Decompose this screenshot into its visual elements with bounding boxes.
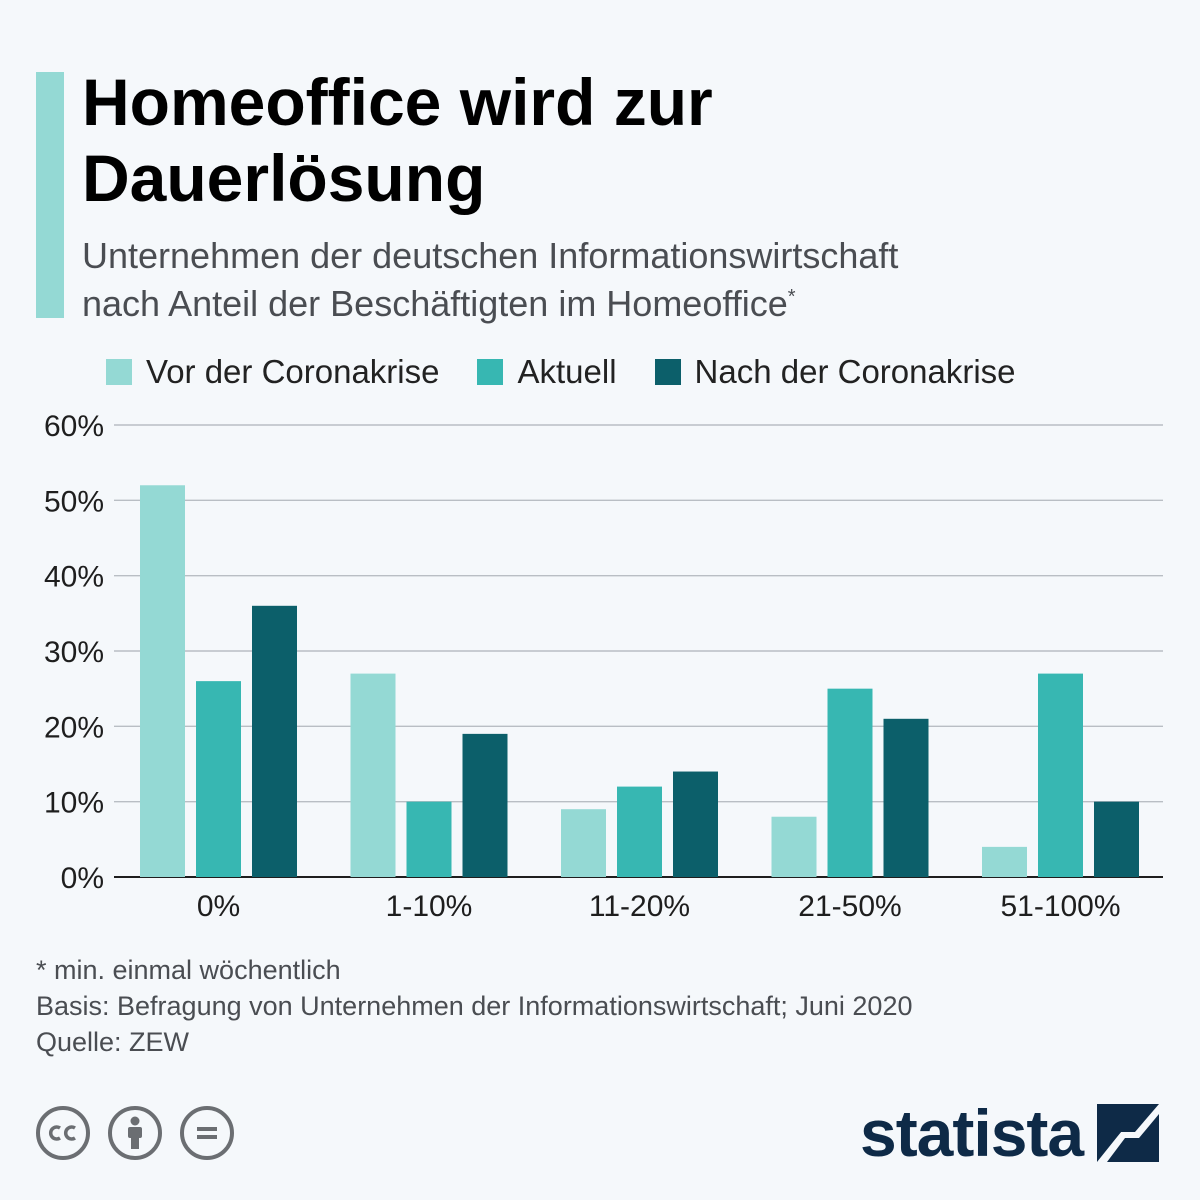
bar xyxy=(561,809,606,877)
title-line-2: Dauerlösung xyxy=(82,141,486,215)
chart-title: Homeoffice wird zur Dauerlösung xyxy=(82,64,1162,216)
basis-note: Basis: Befragung von Unternehmen der Inf… xyxy=(36,991,913,1021)
x-tick-label: 21-50% xyxy=(798,890,901,923)
statista-mark-icon xyxy=(1097,1104,1160,1162)
statista-logo[interactable]: statista xyxy=(860,1096,1160,1170)
bar xyxy=(617,786,662,877)
title-accent-bar xyxy=(36,72,64,318)
bars xyxy=(140,485,1139,877)
footnote: * min. einmal wöchentlich xyxy=(36,955,341,985)
cc-icon[interactable] xyxy=(36,1106,90,1160)
cc-glyph xyxy=(49,1125,76,1141)
chart-subtitle: Unternehmen der deutschen Informationswi… xyxy=(82,232,1162,328)
equals-icon[interactable] xyxy=(180,1106,234,1160)
x-tick-label: 11-20% xyxy=(589,890,690,923)
bar xyxy=(827,688,873,877)
legend-swatch-vor xyxy=(106,359,132,385)
equals-glyph xyxy=(197,1127,217,1139)
bar xyxy=(406,801,452,877)
legend-label-aktuell: Aktuell xyxy=(517,353,617,390)
y-tick-label: 0% xyxy=(61,862,104,895)
bar xyxy=(350,673,396,877)
bar xyxy=(196,681,241,877)
x-axis-ticks: 0% 1-10% 11-20% 21-50% 51-100% xyxy=(197,890,1121,923)
x-tick-label: 1-10% xyxy=(386,890,473,923)
subtitle-line-2: nach Anteil der Beschäftigten im Homeoff… xyxy=(82,283,788,324)
y-tick-label: 30% xyxy=(44,636,104,669)
license-icons xyxy=(36,1106,252,1160)
legend-swatch-aktuell xyxy=(477,359,504,385)
bar xyxy=(1094,801,1139,877)
bar xyxy=(252,605,297,877)
bar xyxy=(771,816,817,877)
chart-notes: * min. einmal wöchentlich Basis: Befragu… xyxy=(36,952,912,1060)
bar xyxy=(883,718,929,877)
legend-label-vor: Vor der Coronakrise xyxy=(146,353,440,390)
bar xyxy=(673,771,718,877)
bar-chart: 0% 10% 20% 30% 40% 50% 60% 0% 1-10% 11-20% 21-50%… xyxy=(44,410,1163,923)
title-line-1: Homeoffice wird zur xyxy=(82,65,713,139)
legend-item-vor: Vor der Coronakrise xyxy=(106,353,439,391)
y-tick-label: 20% xyxy=(44,711,104,744)
legend-item-aktuell: Aktuell xyxy=(477,353,617,391)
legend: Vor der Coronakrise Aktuell Nach der Cor… xyxy=(106,350,1054,394)
brand-wordmark: statista xyxy=(860,1096,1084,1170)
y-tick-label: 40% xyxy=(44,561,104,594)
legend-label-nach: Nach der Coronakrise xyxy=(694,353,1016,390)
bar xyxy=(1038,673,1083,877)
bar xyxy=(462,733,508,877)
legend-item-nach: Nach der Coronakrise xyxy=(654,353,1016,391)
legend-swatch-nach xyxy=(654,359,681,385)
person-icon[interactable] xyxy=(108,1106,162,1160)
bar xyxy=(140,485,185,877)
source-note: Quelle: ZEW xyxy=(36,1027,190,1057)
subtitle-line-1: Unternehmen der deutschen Informationswi… xyxy=(82,235,899,276)
y-axis-ticks: 0% 10% 20% 30% 40% 50% 60% xyxy=(44,410,104,895)
bar xyxy=(982,846,1027,877)
subtitle-footnote-mark: * xyxy=(787,286,796,308)
y-tick-label: 50% xyxy=(44,485,104,518)
x-tick-label: 51-100% xyxy=(1000,890,1120,923)
y-tick-label: 60% xyxy=(44,410,104,443)
y-tick-label: 10% xyxy=(44,787,104,820)
x-tick-label: 0% xyxy=(197,890,240,923)
person-glyph xyxy=(128,1116,142,1149)
